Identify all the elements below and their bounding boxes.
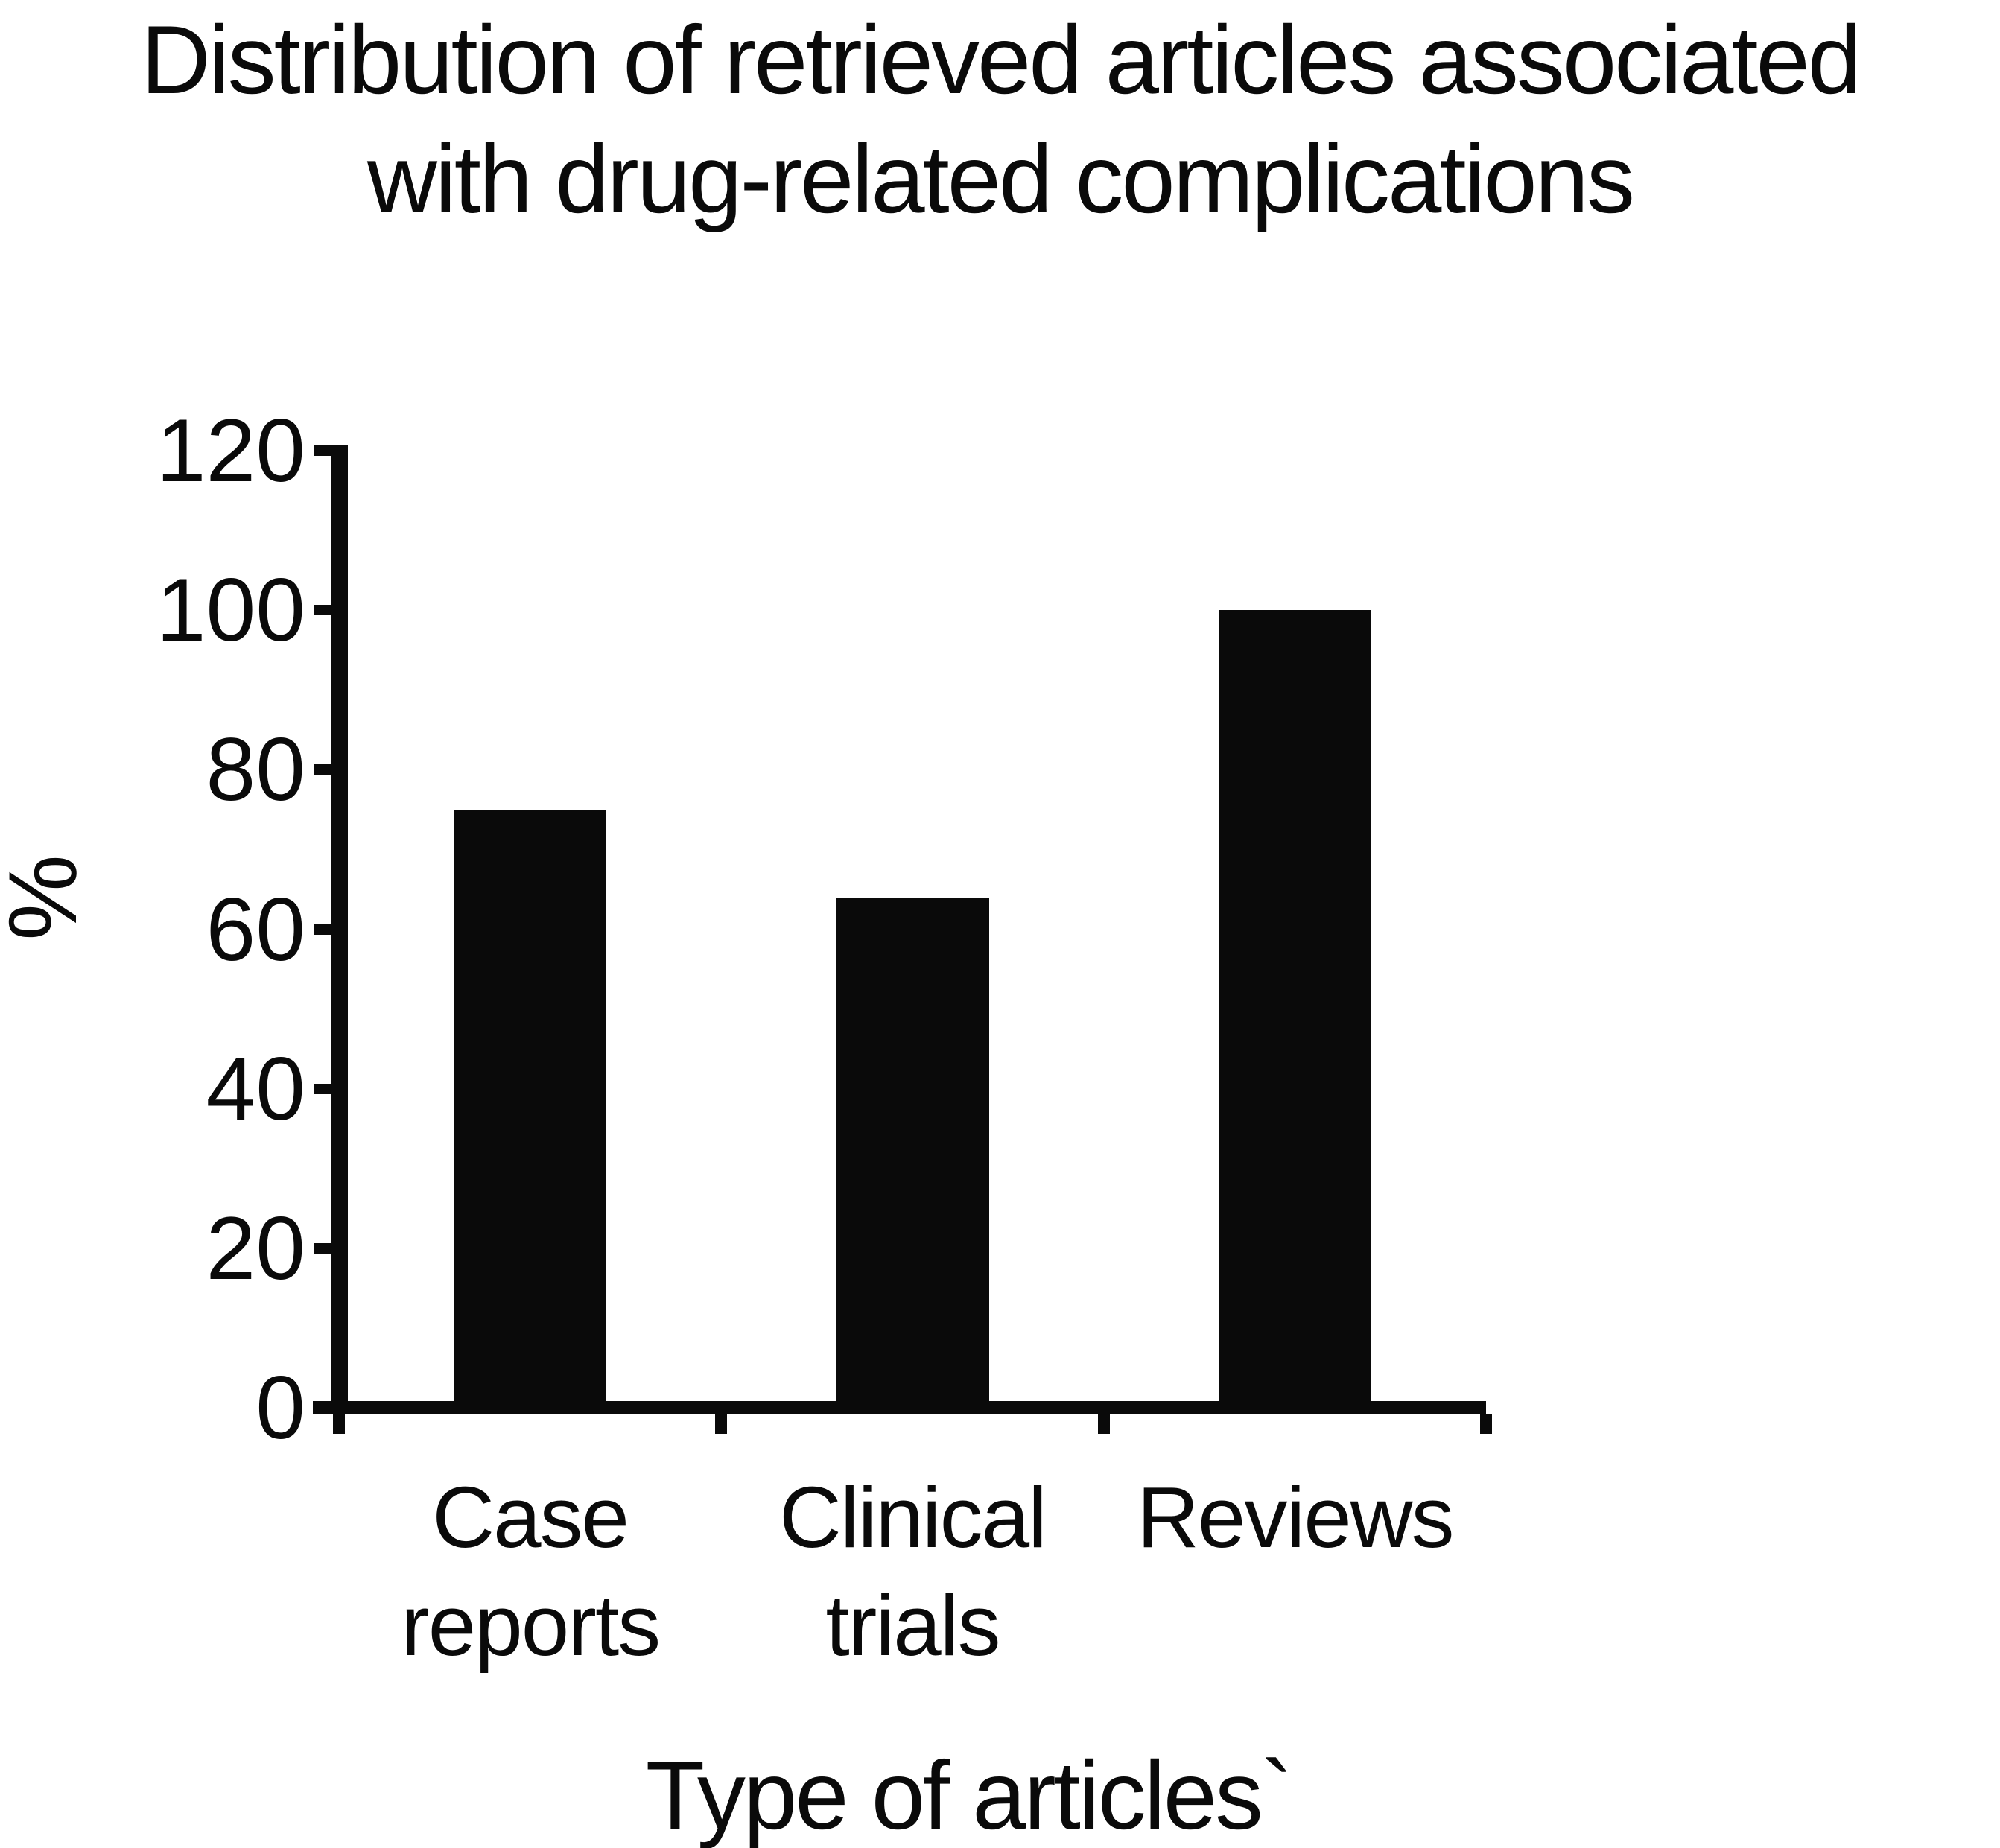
x-axis-tick — [1480, 1414, 1492, 1434]
chart-title-line1: Distribution of retrieved articles assoc… — [140, 5, 1861, 114]
x-category-label: Clinical trials — [779, 1469, 1047, 1674]
chart-title: Distribution of retrieved articles assoc… — [0, 0, 2000, 238]
chart-title-line2: with drug-related complications — [367, 124, 1635, 233]
bar — [836, 897, 989, 1408]
x-axis-tick — [333, 1414, 345, 1434]
y-tick-label: 20 — [206, 1198, 305, 1298]
y-tick-label: 100 — [156, 560, 305, 661]
x-axis-tick — [1097, 1414, 1110, 1434]
y-axis-line — [331, 445, 348, 1414]
y-tick-label: 120 — [156, 401, 305, 501]
x-category-label: Reviews — [1137, 1469, 1454, 1566]
x-axis-line — [313, 1401, 1486, 1414]
x-axis-tick — [715, 1414, 728, 1434]
x-axis-title: Type of articles` — [645, 1741, 1294, 1848]
y-tick-label: 60 — [206, 879, 305, 979]
x-category-label: Case reports — [401, 1469, 661, 1674]
bar — [1218, 610, 1371, 1408]
y-tick-label: 80 — [206, 720, 305, 820]
y-tick-label: 40 — [206, 1038, 305, 1139]
y-tick-label: 0 — [255, 1358, 305, 1458]
bar — [454, 809, 607, 1408]
